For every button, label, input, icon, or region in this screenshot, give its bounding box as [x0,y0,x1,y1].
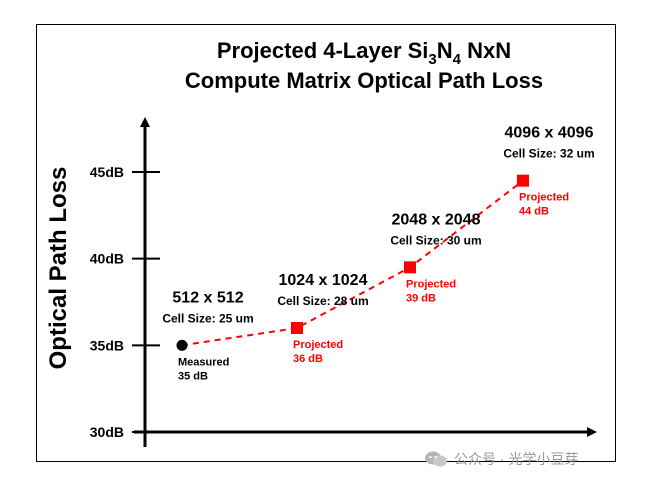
cell-size-label: Cell Size: 32 um [503,147,594,161]
data-point-marker [404,261,416,274]
point-status-label: Projected [406,278,456,290]
watermark: 公众号 · 光学小豆芽 [424,448,634,470]
trend-line [181,179,524,347]
chart-title-line-2: Compute Matrix Optical Path Loss [185,68,543,93]
cell-size-label: Cell Size: 28 um [277,294,368,308]
matrix-size-label: 512 x 512 [172,289,243,306]
chart-frame [36,24,616,462]
point-value-label: 39 dB [406,292,436,304]
cell-size-label: Cell Size: 25 um [162,311,253,325]
y-tick-label: 30dB [90,424,124,440]
y-tick-label: 40dB [90,251,124,267]
y-axis-label: Optical Path Loss [45,167,72,370]
wechat-icon [425,451,447,467]
point-value-label: 35 dB [178,370,208,382]
matrix-size-label: 1024 x 1024 [279,272,368,289]
point-status-label: Measured [178,356,229,368]
point-status-label: Projected [293,339,343,351]
y-ticks: 30dB 35dB 40dB 45dB [90,164,160,440]
point-value-label: 44 dB [519,206,549,218]
data-point-marker [176,339,188,351]
y-tick-label: 45dB [90,164,124,180]
y-tick-label: 35dB [90,337,124,353]
data-point-marker [291,322,303,334]
point-value-label: 36 dB [293,353,323,365]
cell-size-label: Cell Size: 30 um [390,233,481,247]
data-points: 512 x 512 Cell Size: 25 um Measured 35 dB 10… [162,125,594,383]
watermark-text: 公众号 · 光学小豆芽 [454,451,579,467]
matrix-size-label: 2048 x 2048 [392,211,481,228]
data-point-marker [517,174,529,187]
point-status-label: Projected [519,192,569,204]
matrix-size-label: 4096 x 4096 [505,125,594,142]
chart-title-line-1: Projected 4-Layer Si3N4 NxN [217,38,511,68]
